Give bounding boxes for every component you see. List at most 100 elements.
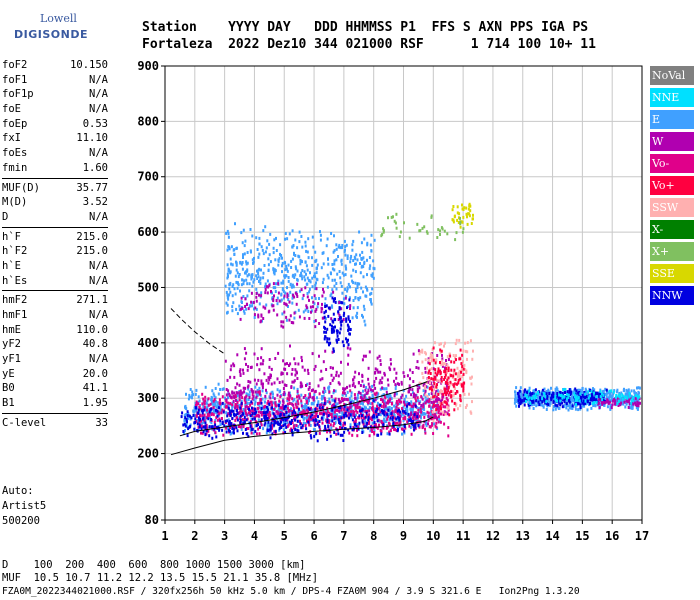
echo-point [194, 392, 197, 396]
echo-point [364, 418, 367, 422]
echo-point [315, 258, 318, 262]
echo-point [454, 372, 457, 376]
echo-point [466, 215, 468, 219]
echo-point [343, 391, 346, 395]
echo-point [289, 314, 292, 318]
echo-point [226, 311, 228, 315]
echo-point [235, 409, 238, 413]
echo-point [341, 244, 344, 247]
echo-point [432, 346, 435, 350]
echo-point [262, 276, 265, 280]
echo-point [308, 279, 311, 283]
echo-point [327, 388, 330, 392]
echo-point [307, 415, 310, 418]
echo-point [341, 246, 343, 250]
echo-point [359, 401, 362, 405]
echo-point [291, 301, 294, 305]
echo-point [308, 386, 311, 389]
echo-point [425, 424, 428, 428]
echo-point [585, 395, 588, 398]
echo-point [225, 426, 228, 430]
echo-point [312, 245, 315, 249]
echo-point [461, 353, 464, 357]
echo-point [454, 356, 456, 360]
echo-point [386, 378, 389, 382]
echo-point [333, 259, 336, 263]
echo-point [221, 387, 224, 391]
echo-point [608, 399, 611, 402]
echo-point [258, 293, 260, 297]
echo-point [472, 213, 474, 217]
echo-point [361, 397, 363, 401]
echo-point [201, 402, 204, 406]
echo-point [324, 305, 327, 308]
echo-point [291, 368, 294, 371]
echo-point [421, 426, 424, 430]
echo-point [332, 412, 335, 416]
echo-point [548, 403, 551, 407]
echo-point [352, 306, 355, 310]
echo-point [254, 429, 257, 433]
echo-point [272, 401, 275, 405]
echo-point [554, 401, 557, 405]
echo-point [296, 391, 299, 395]
echo-point [278, 256, 281, 260]
echo-point [446, 391, 448, 395]
echo-point [311, 408, 314, 412]
echo-point [418, 401, 421, 405]
echo-point [431, 417, 434, 421]
echo-point [445, 359, 447, 362]
echo-point [285, 411, 288, 415]
echo-point [260, 382, 263, 386]
echo-point [344, 245, 347, 249]
echo-point [240, 420, 243, 424]
echo-point [318, 354, 320, 358]
echo-point [572, 395, 575, 399]
echo-point [247, 398, 250, 401]
param-value: N/A [89, 210, 108, 223]
echo-point [333, 297, 336, 301]
echo-point [614, 401, 617, 405]
echo-point [409, 417, 412, 421]
echo-point [416, 360, 419, 364]
echo-point [259, 397, 262, 401]
echo-point [461, 203, 463, 207]
echo-point [387, 216, 389, 220]
echo-point [228, 420, 231, 423]
echo-point [446, 398, 449, 402]
echo-point [262, 229, 265, 233]
echo-point [284, 420, 286, 424]
echo-point [628, 402, 631, 406]
echo-point [332, 349, 335, 353]
echo-point [363, 394, 366, 398]
echo-point [242, 295, 245, 298]
echo-point [251, 273, 254, 277]
echo-point [234, 386, 237, 390]
echo-point [435, 421, 438, 425]
echo-point [332, 391, 335, 395]
echo-point [343, 302, 346, 306]
echo-point [285, 318, 288, 322]
echo-point [468, 214, 471, 218]
echo-point [464, 341, 467, 345]
echo-point [227, 396, 229, 400]
echo-point [561, 405, 564, 409]
echo-point [278, 299, 281, 303]
echo-point [334, 413, 336, 417]
echo-point [264, 404, 266, 408]
echo-point [225, 388, 228, 391]
echo-point [514, 390, 516, 394]
echo-point [256, 388, 259, 392]
echo-point [239, 260, 242, 264]
echo-point [295, 302, 298, 306]
echo-point [446, 376, 449, 380]
echo-point [224, 396, 226, 400]
echo-point [259, 276, 262, 280]
echo-point [250, 406, 253, 410]
echo-point [429, 425, 432, 429]
echo-point [313, 274, 315, 278]
echo-point [457, 381, 460, 385]
echo-point [564, 388, 567, 391]
echo-point [441, 353, 443, 357]
echo-point [547, 403, 550, 407]
